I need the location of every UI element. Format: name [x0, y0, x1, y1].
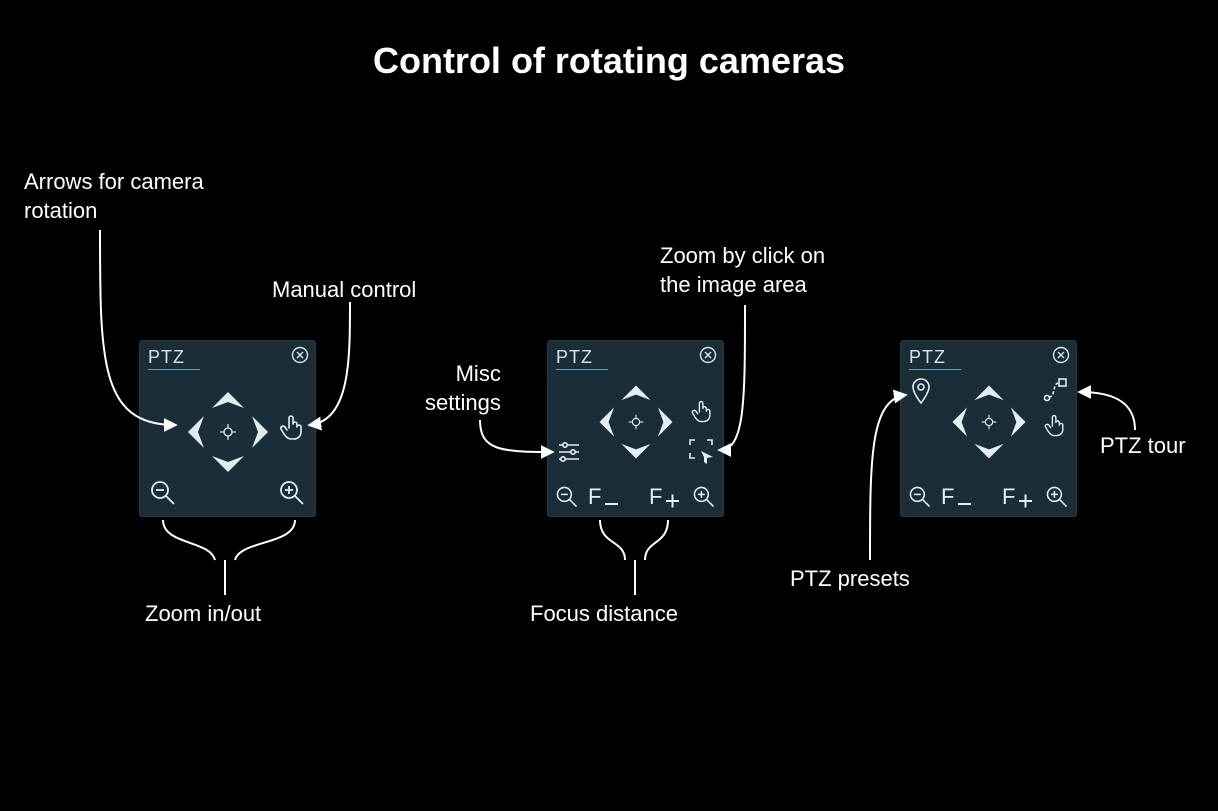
manual-control-button[interactable] — [277, 413, 307, 443]
close-icon — [699, 346, 717, 364]
joystick-pad[interactable] — [594, 380, 678, 464]
focus-minus-button[interactable]: F — [941, 484, 975, 510]
focus-plus-button[interactable]: F — [649, 484, 683, 510]
focus-minus-icon: F — [941, 484, 975, 510]
zoom-in-button[interactable] — [277, 478, 307, 508]
misc-settings-button[interactable] — [556, 439, 582, 465]
hand-pointer-icon — [277, 413, 307, 443]
zoom-out-button[interactable] — [148, 478, 178, 508]
page-title: Control of rotating cameras — [0, 40, 1218, 82]
svg-text:F: F — [941, 484, 954, 509]
focus-plus-icon: F — [649, 484, 683, 510]
focus-minus-button[interactable]: F — [588, 484, 622, 510]
zoom-in-icon — [691, 484, 717, 510]
joystick-icon — [182, 386, 274, 478]
callout-presets: PTZ presets — [790, 565, 910, 594]
zoom-out-button[interactable] — [554, 484, 580, 510]
callout-arrows: Arrows for camerarotation — [24, 168, 204, 225]
focus-plus-button[interactable]: F — [1002, 484, 1036, 510]
hand-pointer-icon — [1042, 413, 1068, 439]
callout-misc: Miscsettings — [425, 360, 501, 417]
focus-plus-icon: F — [1002, 484, 1036, 510]
callout-zoom: Zoom in/out — [145, 600, 261, 629]
panel-underline — [909, 369, 961, 370]
ptz-panel-2: PTZ — [547, 340, 724, 517]
zoom-in-icon — [1044, 484, 1070, 510]
ptz-panel-3: PTZ — [900, 340, 1077, 517]
zoom-area-button[interactable] — [687, 437, 715, 465]
joystick-icon — [594, 380, 678, 464]
panel-label: PTZ — [148, 347, 185, 368]
joystick-pad[interactable] — [947, 380, 1031, 464]
zoom-in-button[interactable] — [691, 484, 717, 510]
zoom-out-icon — [907, 484, 933, 510]
callout-tour: PTZ tour — [1100, 432, 1186, 461]
zoom-out-button[interactable] — [907, 484, 933, 510]
close-icon — [291, 346, 309, 364]
focus-minus-icon: F — [588, 484, 622, 510]
close-button[interactable] — [291, 346, 309, 364]
zoom-out-icon — [148, 478, 178, 508]
zoom-in-button[interactable] — [1044, 484, 1070, 510]
manual-control-button[interactable] — [689, 399, 715, 425]
close-button[interactable] — [699, 346, 717, 364]
sliders-icon — [556, 439, 582, 465]
area-select-icon — [687, 437, 715, 465]
close-icon — [1052, 346, 1070, 364]
panel-underline — [556, 369, 608, 370]
panel-label: PTZ — [909, 347, 946, 368]
callout-zoomarea: Zoom by click onthe image area — [660, 242, 825, 299]
map-pin-icon — [909, 377, 933, 405]
close-button[interactable] — [1052, 346, 1070, 364]
ptz-panel-1: PTZ — [139, 340, 316, 517]
hand-pointer-icon — [689, 399, 715, 425]
joystick-icon — [947, 380, 1031, 464]
panel-label: PTZ — [556, 347, 593, 368]
ptz-tour-button[interactable] — [1042, 377, 1068, 403]
route-icon — [1042, 377, 1068, 403]
panel-underline — [148, 369, 200, 370]
zoom-out-icon — [554, 484, 580, 510]
svg-text:F: F — [649, 484, 662, 509]
svg-text:F: F — [588, 484, 601, 509]
zoom-in-icon — [277, 478, 307, 508]
stage: Control of rotating cameras Arrows for c… — [0, 0, 1218, 811]
joystick-pad[interactable] — [182, 386, 274, 478]
ptz-presets-button[interactable] — [909, 377, 933, 405]
manual-control-button[interactable] — [1042, 413, 1068, 439]
callout-focus: Focus distance — [530, 600, 678, 629]
callout-manual: Manual control — [272, 276, 416, 305]
svg-text:F: F — [1002, 484, 1015, 509]
